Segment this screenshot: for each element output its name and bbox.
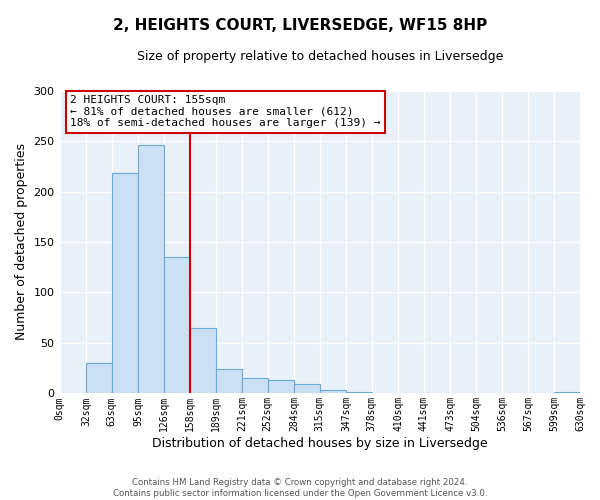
Bar [320,390,346,394]
Text: 2 HEIGHTS COURT: 155sqm
← 81% of detached houses are smaller (612)
18% of semi-d: 2 HEIGHTS COURT: 155sqm ← 81% of detache… [70,95,380,128]
Bar [190,328,215,394]
Bar [215,369,242,394]
Text: Contains HM Land Registry data © Crown copyright and database right 2024.
Contai: Contains HM Land Registry data © Crown c… [113,478,487,498]
Text: 2, HEIGHTS COURT, LIVERSEDGE, WF15 8HP: 2, HEIGHTS COURT, LIVERSEDGE, WF15 8HP [113,18,487,32]
Bar [112,174,138,394]
Bar [268,380,294,394]
Bar [164,257,190,394]
Y-axis label: Number of detached properties: Number of detached properties [15,144,28,340]
Bar [86,363,112,394]
X-axis label: Distribution of detached houses by size in Liversedge: Distribution of detached houses by size … [152,437,488,450]
Bar [346,392,372,394]
Bar [294,384,320,394]
Bar [554,392,580,394]
Bar [242,378,268,394]
Bar [138,145,164,394]
Title: Size of property relative to detached houses in Liversedge: Size of property relative to detached ho… [137,50,503,63]
